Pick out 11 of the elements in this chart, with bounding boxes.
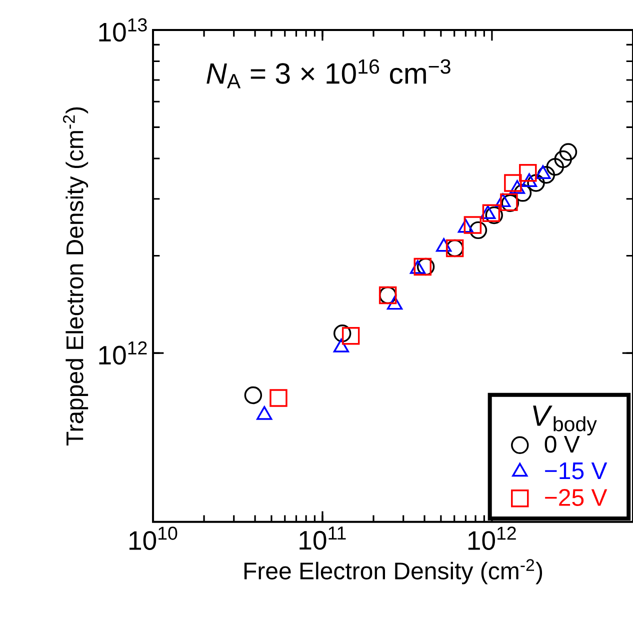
x-tick-label: 10$^{12}$ <box>468 526 516 550</box>
x-axis-title: Free Electron Density (cm$^{-2}$) <box>244 559 542 584</box>
annotation: N$_{A}$ = 3 × 10$^{16}$ cm$^{−3}$ <box>206 59 450 88</box>
x-tick-label: 10$^{10}$ <box>130 526 178 550</box>
legend-label: −15 V <box>545 462 608 480</box>
x-tick-label: 10$^{11}$ <box>300 526 346 550</box>
y-axis-title: Trapped Electron Density (cm$^{-2}$) <box>62 107 88 446</box>
legend-title: V$_{body}$ <box>533 406 597 436</box>
legend-label: −25 V <box>545 489 608 506</box>
y-tick-label: 10$^{13}$ <box>99 18 147 42</box>
legend-label: 0 V <box>544 436 580 453</box>
